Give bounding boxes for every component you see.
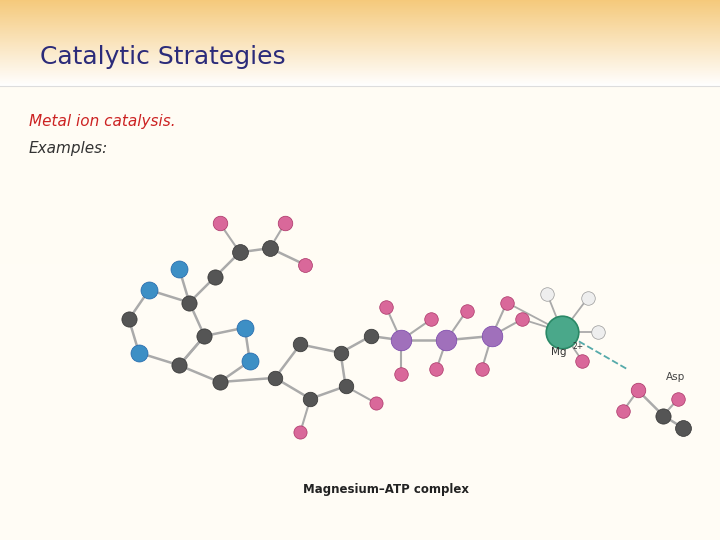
Point xyxy=(557,327,568,336)
Point xyxy=(632,386,644,395)
Point xyxy=(264,244,276,253)
Point xyxy=(461,307,472,315)
Point xyxy=(678,424,689,433)
Point xyxy=(143,286,155,294)
Point xyxy=(269,374,281,382)
Point xyxy=(123,315,135,323)
Point xyxy=(305,394,316,403)
Point xyxy=(244,357,256,366)
Point xyxy=(184,298,195,307)
Point xyxy=(431,365,442,374)
Point xyxy=(486,332,498,340)
Point xyxy=(395,369,407,378)
Point xyxy=(294,428,306,436)
Point xyxy=(340,382,351,390)
Point xyxy=(476,365,487,374)
Point xyxy=(617,407,629,416)
Point xyxy=(199,332,210,340)
Text: Mg: Mg xyxy=(551,347,566,357)
Point xyxy=(174,265,185,273)
Point xyxy=(541,290,553,299)
Point xyxy=(335,348,346,357)
Point xyxy=(370,399,382,407)
Point xyxy=(592,327,603,336)
Point xyxy=(365,332,377,340)
Point xyxy=(239,323,251,332)
Point xyxy=(209,273,220,282)
Bar xyxy=(0,86,720,540)
Point xyxy=(133,348,145,357)
Point xyxy=(501,298,513,307)
Point xyxy=(577,357,588,366)
Point xyxy=(426,315,437,323)
Point xyxy=(300,260,311,269)
Point xyxy=(395,336,407,345)
Point xyxy=(294,340,306,349)
Point xyxy=(672,394,684,403)
Point xyxy=(279,219,291,227)
Point xyxy=(441,336,452,345)
Point xyxy=(214,219,225,227)
Text: Magnesium–ATP complex: Magnesium–ATP complex xyxy=(303,483,469,496)
Point xyxy=(234,248,246,256)
Point xyxy=(174,361,185,369)
Point xyxy=(582,294,593,302)
Text: Catalytic Strategies: Catalytic Strategies xyxy=(40,45,285,69)
Point xyxy=(657,411,669,420)
Point xyxy=(380,302,392,311)
Point xyxy=(516,315,528,323)
Text: Examples:: Examples: xyxy=(29,141,108,156)
Text: 2+: 2+ xyxy=(573,342,584,352)
Text: Metal ion catalysis.: Metal ion catalysis. xyxy=(29,114,176,129)
Text: Asp: Asp xyxy=(665,372,685,382)
Point xyxy=(214,378,225,387)
